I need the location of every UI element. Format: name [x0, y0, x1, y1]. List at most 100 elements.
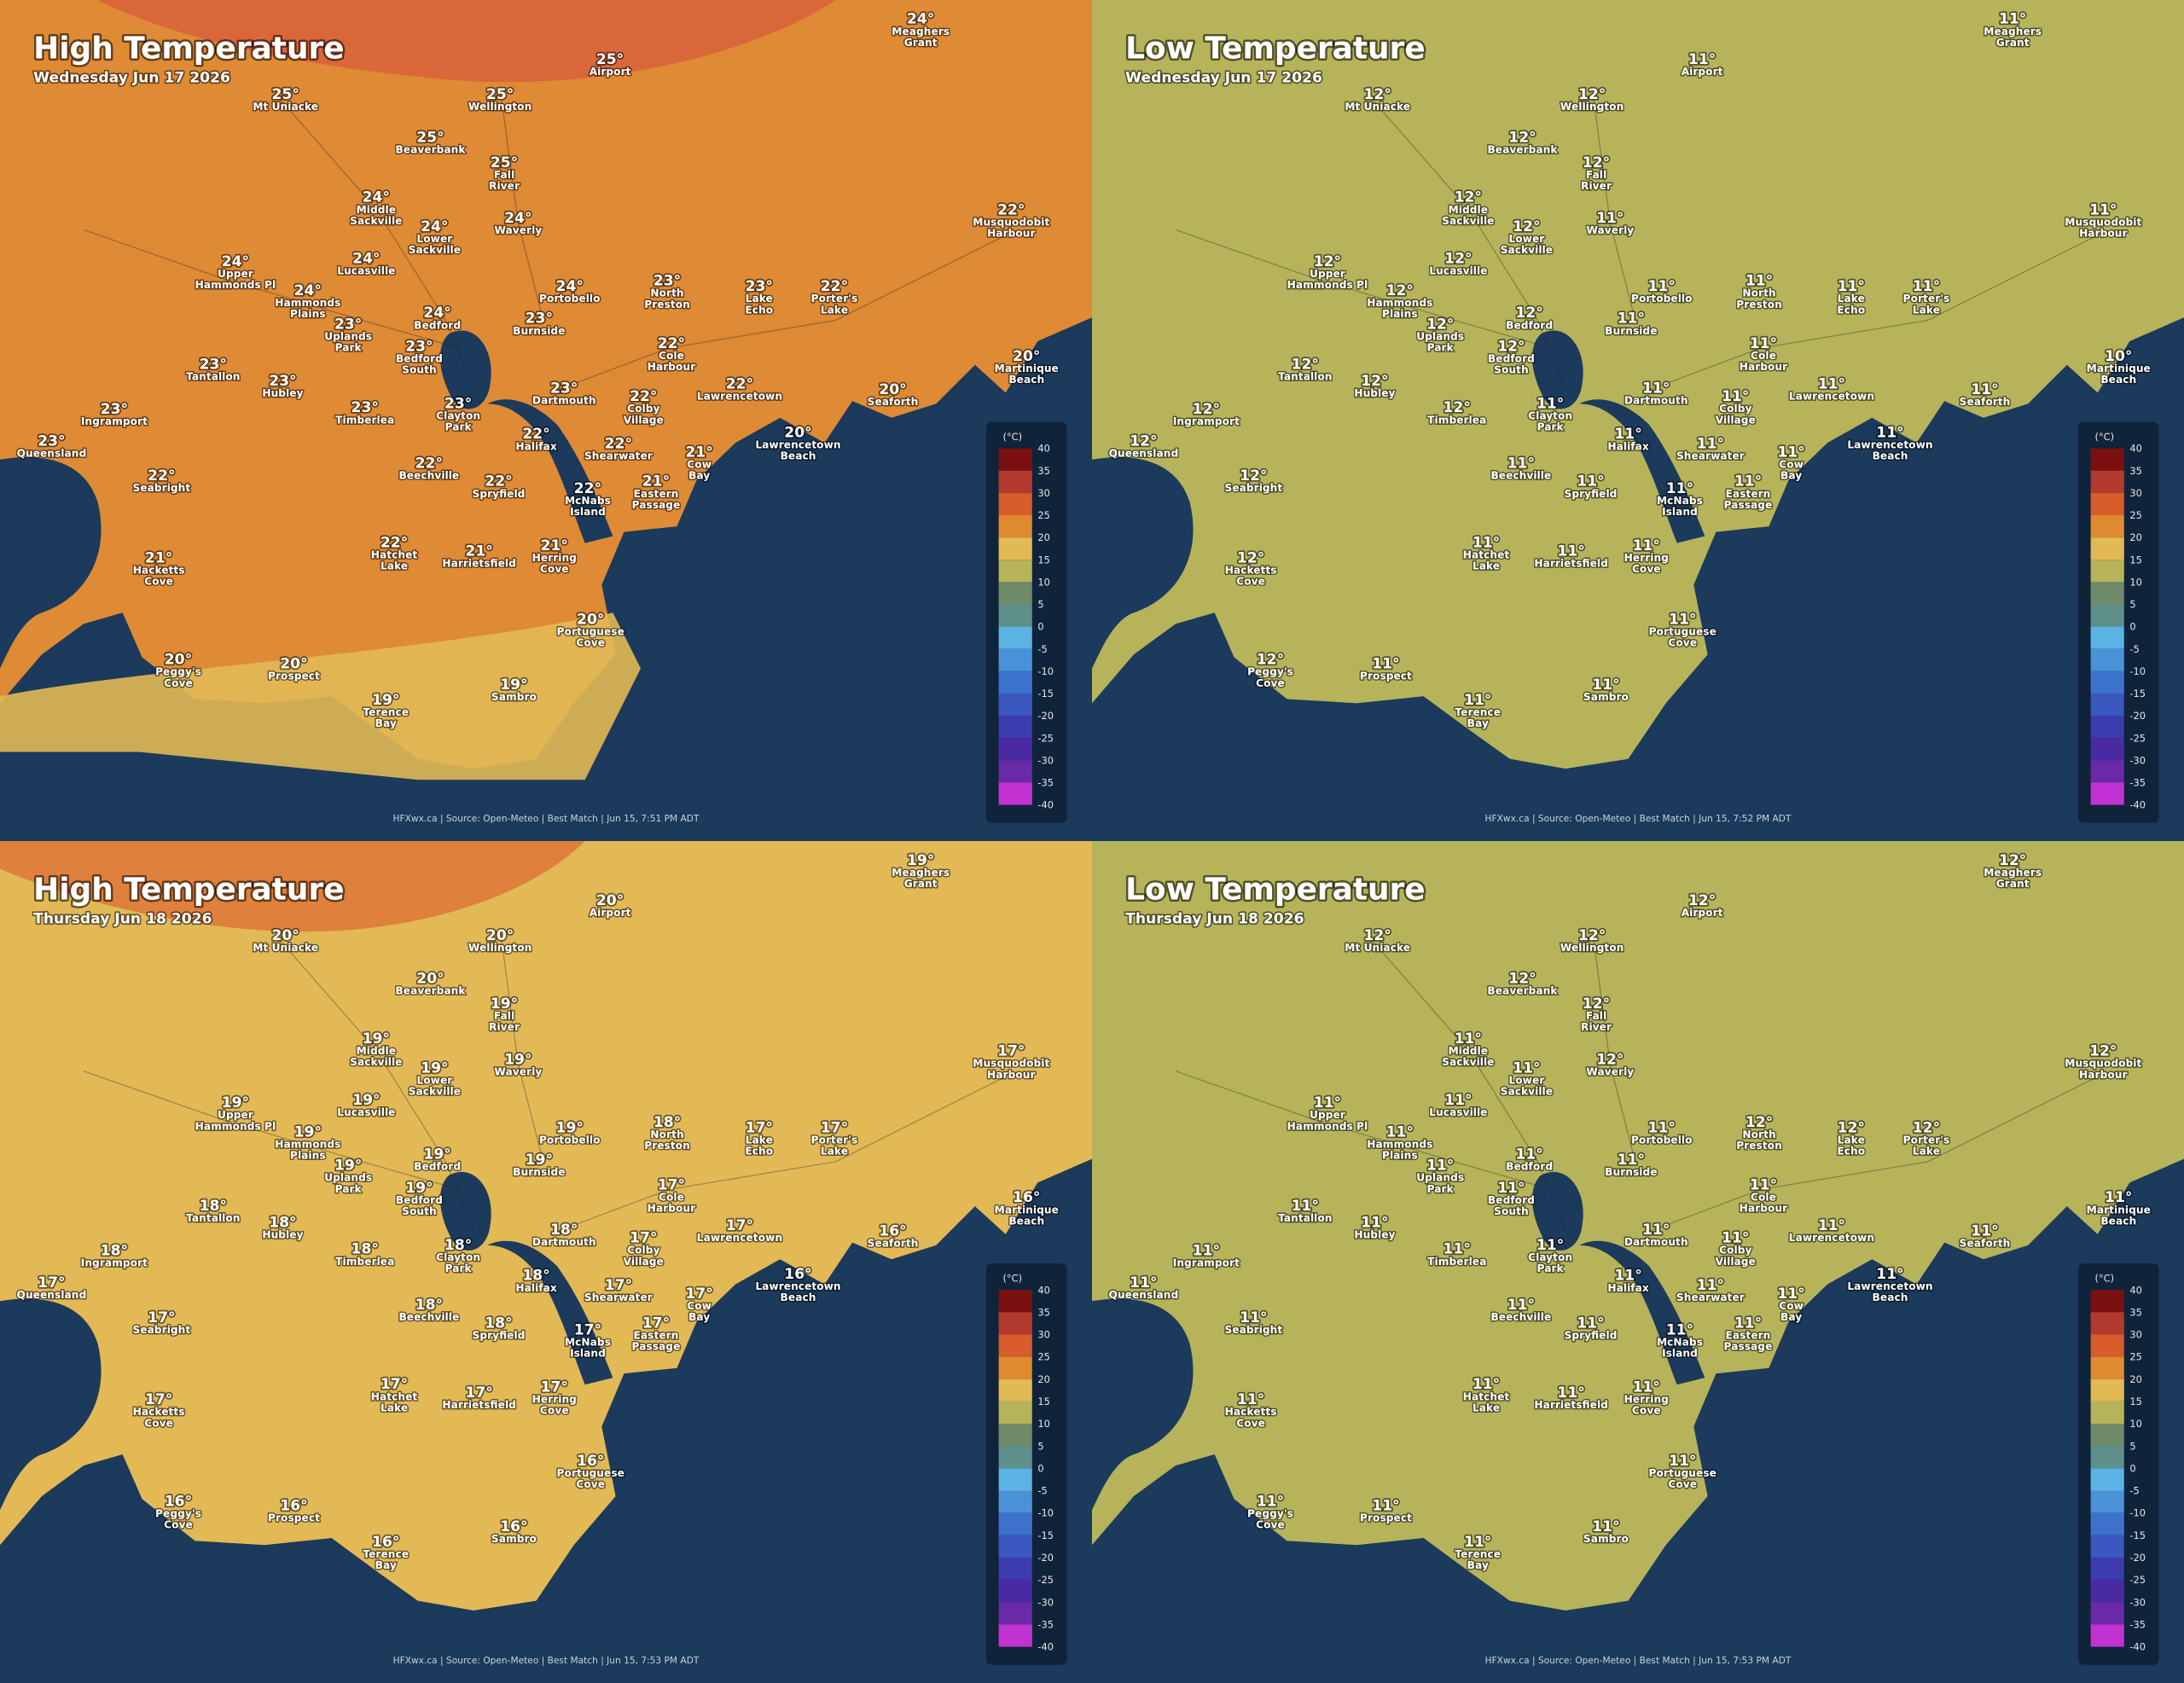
place-temperature: 19° [907, 852, 934, 869]
place-name: Cow [687, 1300, 712, 1312]
place-temperature: 12° [1314, 253, 1341, 270]
legend-swatch [2090, 604, 2124, 627]
place-temperature: 11° [1734, 1314, 1762, 1332]
panel-title: Low Temperature [1125, 32, 1426, 67]
legend: (°C) 40 35 30 25 20 15 10 5 0 -5 -10 -15 -20 -25 -30 -35… [985, 1263, 1067, 1665]
place-name: River [489, 1021, 520, 1033]
place-temperature: 16° [577, 1453, 604, 1470]
place-temperature: 11° [1507, 1297, 1535, 1314]
legend-tick-label: 5 [2129, 1440, 2135, 1452]
place-temperature: 11° [1592, 1518, 1619, 1535]
place-name: Cole [1751, 1192, 1776, 1204]
place-temperature: 22° [605, 436, 632, 453]
place-name: Upper [1310, 268, 1345, 280]
place-temperature: 20° [1013, 348, 1040, 365]
place-name: Spryfield [473, 488, 526, 500]
temperature-zone [0, 0, 836, 83]
legend-tick-label: 30 [2129, 1329, 2142, 1341]
place-name: Beaverbank [395, 985, 466, 997]
place-name: Beaverbank [1487, 985, 1558, 997]
place-name: Hubley [1354, 387, 1395, 399]
place-name: Clayton [1528, 1251, 1572, 1263]
place-name: Seaforth [1960, 1238, 2011, 1250]
place-temperature: 22° [522, 426, 549, 443]
place-temperature: 19° [352, 1092, 380, 1109]
place-name: Island [570, 1348, 606, 1360]
place-name: Middle [357, 1045, 396, 1057]
place-temperature: 12° [1508, 971, 1536, 988]
land [1092, 841, 2184, 1611]
place-name: Timberlea [1427, 414, 1486, 426]
place-temperature: 11° [1464, 1534, 1491, 1551]
place-temperature: 11° [1838, 278, 1865, 295]
legend-swatch [998, 1580, 1032, 1603]
place-temperature: 11° [1648, 278, 1676, 295]
place-name: Village [624, 1256, 664, 1268]
legend-tick-label: -15 [2129, 1529, 2146, 1541]
place-temperature: 22° [148, 467, 175, 485]
legend-swatch [2090, 1424, 2124, 1447]
place-name: Hacketts [1225, 1406, 1277, 1418]
legend-tick-label: -30 [2129, 754, 2146, 766]
place-name: Lake [1472, 1402, 1500, 1413]
place-name: Tantallon [1278, 371, 1332, 383]
place-name: Bay [375, 717, 397, 729]
place-name: Park [1537, 421, 1565, 432]
place-name: Sackville [350, 1056, 402, 1068]
legend-tick-label: 10 [2129, 1418, 2142, 1430]
place-temperature: 11° [1443, 1241, 1471, 1258]
place-name: Bedford [1488, 1194, 1535, 1206]
legend-swatch [2090, 738, 2124, 761]
place-temperature: 11° [1722, 388, 1749, 405]
place-temperature: 18° [444, 1237, 472, 1254]
place-name: Bedford [1488, 352, 1535, 364]
place-name: Prospect [268, 1512, 320, 1523]
place-name: Sackville [1501, 1085, 1553, 1097]
place-name: Cove [1236, 576, 1265, 588]
place-temperature: 20° [486, 927, 514, 944]
water-body [0, 456, 102, 669]
legend-tick-label: -40 [1037, 1641, 1054, 1653]
legend-tick-label: -15 [2129, 688, 2146, 699]
legend-tick-label: 15 [2129, 1396, 2142, 1407]
place-name: Bay [1780, 470, 1802, 482]
place-name: Timberlea [1427, 1256, 1486, 1268]
place-name: Bedford [414, 319, 461, 331]
water-body [440, 330, 491, 409]
place-temperature: 24° [556, 278, 584, 295]
place-name: Timberlea [335, 1256, 394, 1268]
legend-swatch [2090, 1624, 2124, 1647]
place-name: South [402, 363, 437, 375]
place-name: Plains [290, 1150, 326, 1162]
place-name: Waverly [494, 224, 542, 236]
place-temperature: 23° [351, 399, 379, 416]
place-temperature: 18° [485, 1314, 512, 1332]
place-temperature: 11° [1557, 543, 1584, 560]
legend-tick-label: -25 [2129, 732, 2146, 744]
place-name: Harbour [2079, 228, 2127, 240]
place-name: Portuguese [1649, 625, 1716, 637]
legend-tick-label: 40 [1037, 1284, 1050, 1296]
place-temperature: 11° [1971, 381, 1998, 398]
place-name: Timberlea [335, 414, 394, 426]
place-temperature: 11° [1697, 436, 1724, 453]
place-name: McNabs [565, 1337, 611, 1349]
place-temperature: 24° [222, 253, 249, 270]
place-name: Cole [659, 350, 684, 362]
place-name: Harbour [1740, 361, 1787, 373]
legend: (°C) 40 35 30 25 20 15 10 5 0 -5 -10 -15 -20 -25 -30 -35… [985, 421, 1067, 823]
place-name: Queensland [17, 447, 87, 459]
legend-tick-label: 20 [1037, 1373, 1050, 1385]
place-name: Portuguese [557, 625, 624, 637]
panel-date: Thursday Jun 18 2026 [33, 910, 212, 927]
place-temperature: 12° [1443, 399, 1471, 416]
place-temperature: 19° [372, 692, 399, 709]
place-temperature: 11° [1386, 1123, 1414, 1140]
place-name: Harrietsfield [442, 1399, 516, 1411]
place-temperature: 11° [2105, 1189, 2132, 1206]
legend-swatch [2090, 1468, 2124, 1491]
place-name: Cove [1668, 636, 1697, 648]
legend: (°C) 40 35 30 25 20 15 10 5 0 -5 -10 -15 -20 -25 -30 -35… [2077, 1263, 2159, 1665]
place-name: Beechville [398, 470, 459, 482]
legend-tick-label: -35 [1037, 1618, 1054, 1630]
